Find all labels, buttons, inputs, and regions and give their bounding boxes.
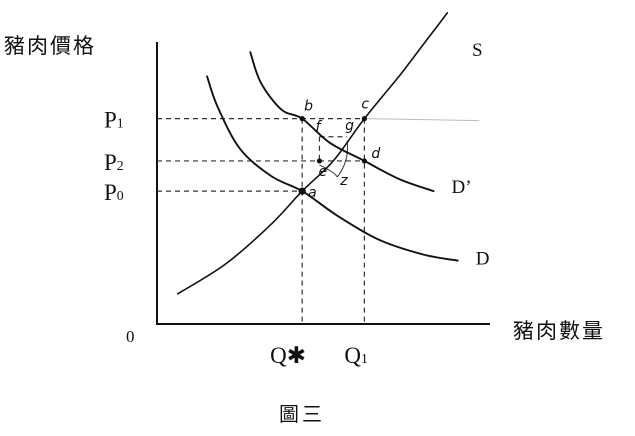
pointer-z-g bbox=[336, 140, 349, 178]
point-b bbox=[299, 116, 305, 122]
tick-labels: P1 P2 P0 Q✱ Q1 bbox=[104, 108, 368, 368]
curve-s bbox=[176, 12, 449, 295]
curve-label-s: S bbox=[472, 40, 483, 61]
curve-label-d: D bbox=[476, 249, 490, 270]
guide-p1-extension bbox=[364, 118, 480, 122]
point-label-b: b bbox=[304, 99, 313, 115]
point-label-f: f bbox=[315, 119, 322, 135]
y-tick-p0: P0 bbox=[104, 180, 124, 205]
origin-label: 0 bbox=[126, 327, 135, 346]
y-axis-label: 豬肉價格 bbox=[4, 34, 96, 58]
point-label-a: a bbox=[308, 185, 317, 201]
curve-d bbox=[206, 75, 459, 262]
point-d bbox=[361, 158, 367, 164]
curves: S D D’ bbox=[176, 12, 490, 295]
y-tick-p1: P1 bbox=[104, 108, 124, 133]
point-label-c: c bbox=[361, 97, 369, 113]
point-label-d: d bbox=[371, 146, 380, 162]
figure-caption: 圖三 bbox=[279, 402, 325, 426]
pointer-z-e bbox=[319, 164, 338, 178]
point-label-e: e bbox=[318, 164, 327, 180]
curve-label-d-prime: D’ bbox=[452, 177, 472, 198]
curve-d-prime bbox=[249, 51, 435, 193]
x-tick-qstar: Q✱ bbox=[270, 343, 306, 368]
point-label-g: g bbox=[345, 118, 354, 134]
point-c bbox=[361, 116, 367, 122]
point-marks: a b c d e f g z bbox=[298, 97, 380, 201]
y-tick-p2: P2 bbox=[104, 150, 124, 175]
point-e bbox=[316, 158, 323, 164]
x-tick-q1: Q1 bbox=[344, 343, 368, 368]
x-axis-label: 豬肉數量 bbox=[513, 319, 605, 343]
point-a bbox=[298, 187, 306, 195]
guide-lines bbox=[157, 118, 480, 324]
point-label-z: z bbox=[339, 173, 348, 189]
